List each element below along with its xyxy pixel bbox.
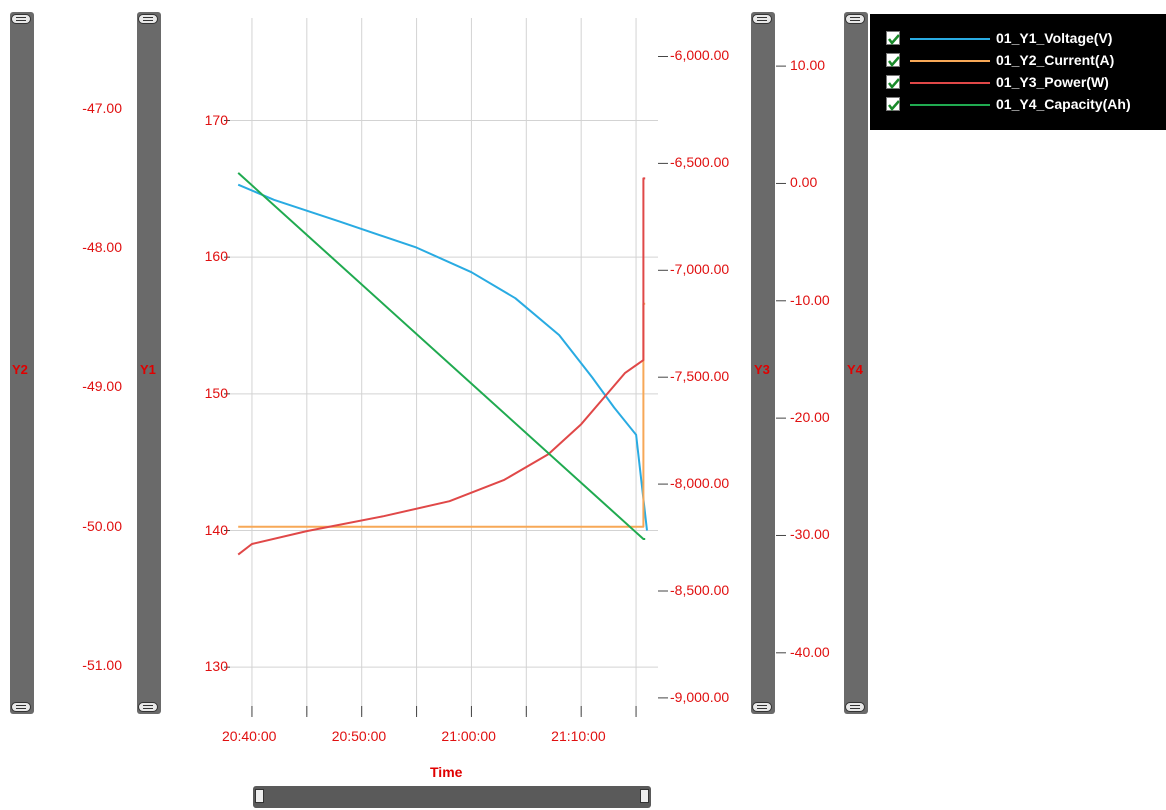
y2-axis-scroll[interactable] <box>10 12 34 714</box>
x-tick-label: 21:00:00 <box>441 728 496 744</box>
series-line-2 <box>238 302 646 528</box>
legend-item-current[interactable]: 01_Y2_Current(A) <box>886 50 1162 70</box>
y1-bottom-handle[interactable] <box>138 702 158 712</box>
y1-axis-scroll[interactable] <box>137 12 161 714</box>
y2-tick-label: -49.00 <box>82 378 122 395</box>
legend-swatch-voltage <box>910 38 990 40</box>
y3-tick-label: -9,000.00 <box>670 688 730 705</box>
legend-item-voltage[interactable]: 01_Y1_Voltage(V) <box>886 28 1162 48</box>
y3-tick-label: -8,500.00 <box>670 581 730 598</box>
y1-tick-label: 170 <box>204 111 228 128</box>
legend-checkbox-power[interactable] <box>886 75 900 89</box>
y3-tick-label: -8,000.00 <box>670 475 730 492</box>
y1-tick-label: 160 <box>204 248 228 265</box>
y4-tick-label: -40.00 <box>790 643 830 660</box>
y2-top-handle[interactable] <box>11 14 31 24</box>
y1-axis-name: Y1 <box>140 362 156 377</box>
legend-item-capacity[interactable]: 01_Y4_Capacity(Ah) <box>886 94 1162 114</box>
legend: 01_Y1_Voltage(V) 01_Y2_Current(A) 01_Y3_… <box>870 14 1166 130</box>
legend-swatch-current <box>910 60 990 62</box>
y3-tick-label: -7,000.00 <box>670 261 730 278</box>
y3-tick-label: -7,500.00 <box>670 368 730 385</box>
legend-swatch-capacity <box>910 104 990 106</box>
y2-tick-label: -48.00 <box>82 239 122 255</box>
legend-swatch-power <box>910 82 990 84</box>
legend-label-power: 01_Y3_Power(W) <box>996 74 1109 90</box>
y3-axis-scroll[interactable] <box>751 12 775 714</box>
series-line-1 <box>237 183 648 531</box>
y2-tick-label: -51.00 <box>82 657 122 674</box>
time-scroll-left-grip[interactable] <box>255 789 264 803</box>
y2-axis-name: Y2 <box>12 362 28 377</box>
legend-item-power[interactable]: 01_Y3_Power(W) <box>886 72 1162 92</box>
y4-tick-label: -20.00 <box>790 409 830 426</box>
y4-top-handle[interactable] <box>845 14 865 24</box>
y4-tick-label: 0.00 <box>790 174 818 191</box>
x-tick-label: 20:50:00 <box>331 728 387 744</box>
y3-tick-label: -6,500.00 <box>670 154 730 171</box>
y4-tick-label: 10.00 <box>790 57 826 74</box>
legend-checkbox-capacity[interactable] <box>886 97 900 111</box>
legend-checkbox-current[interactable] <box>886 53 900 67</box>
y4-axis-scroll[interactable] <box>844 12 868 714</box>
time-scroll-right-grip[interactable] <box>640 789 649 803</box>
legend-label-capacity: 01_Y4_Capacity(Ah) <box>996 96 1131 112</box>
time-scrollbar[interactable] <box>253 786 651 808</box>
y1-top-handle[interactable] <box>138 14 158 24</box>
y3-axis-name: Y3 <box>754 362 770 377</box>
y3-bottom-handle[interactable] <box>752 702 772 712</box>
y1-tick-label: 140 <box>204 521 228 538</box>
y1-tick-label: 150 <box>204 384 228 401</box>
y2-tick-label: -50.00 <box>82 517 122 534</box>
y3-tick-label: -6,000.00 <box>670 47 730 64</box>
y3-top-handle[interactable] <box>752 14 772 24</box>
y4-tick-label: -10.00 <box>790 291 830 308</box>
y4-bottom-handle[interactable] <box>845 702 865 712</box>
legend-label-voltage: 01_Y1_Voltage(V) <box>996 30 1113 46</box>
x-tick-label: 21:10:00 <box>551 728 606 744</box>
y2-bottom-handle[interactable] <box>11 702 31 712</box>
series-line-4 <box>237 172 646 540</box>
y4-tick-label: -30.00 <box>790 526 830 543</box>
y2-tick-label: -47.00 <box>82 99 122 116</box>
x-axis-title: Time <box>430 764 463 780</box>
y1-tick-label: 130 <box>204 658 228 675</box>
y4-axis-name: Y4 <box>847 362 863 377</box>
x-tick-label: 20:40:00 <box>221 728 277 744</box>
legend-checkbox-voltage[interactable] <box>886 31 900 45</box>
legend-label-current: 01_Y2_Current(A) <box>996 52 1115 68</box>
